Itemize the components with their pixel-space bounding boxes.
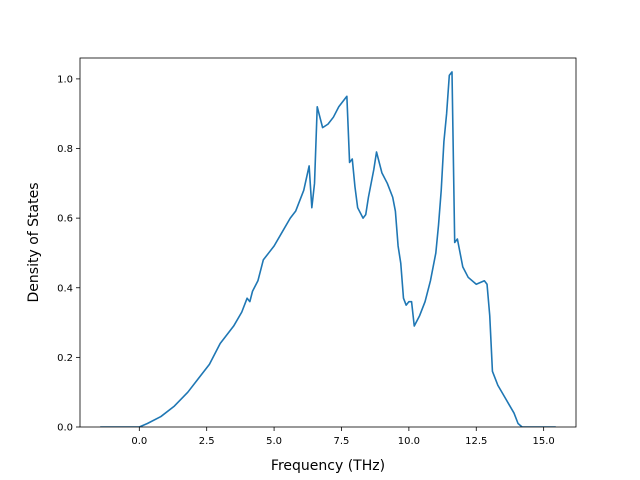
axes-frame <box>79 57 577 428</box>
x-tick-label: 10.0 <box>398 436 420 447</box>
x-axis-label: Frequency (THz) <box>271 458 385 474</box>
y-tick-label: 0.0 <box>57 423 73 434</box>
y-tick-label: 0.2 <box>57 353 73 364</box>
y-tick-label: 0.4 <box>57 283 73 294</box>
y-tick-label: 0.8 <box>57 144 73 155</box>
y-tick-label: 0.6 <box>57 214 73 225</box>
x-tick-label: 12.5 <box>465 436 487 447</box>
x-tick-label: 0.0 <box>131 436 147 447</box>
y-axis-ticks: 0.0 0.2 0.4 0.6 0.8 1.0 <box>57 74 80 434</box>
series-line-0 <box>100 71 556 427</box>
y-axis-label: Density of States <box>26 183 42 303</box>
x-tick-label: 15.0 <box>533 436 555 447</box>
x-tick-label: 5.0 <box>266 436 282 447</box>
x-tick-label: 7.5 <box>334 436 350 447</box>
x-tick-label: 2.5 <box>199 436 215 447</box>
y-tick-label: 1.0 <box>57 74 73 85</box>
plot-area <box>100 71 556 427</box>
x-axis-ticks: 0.0 2.5 5.0 7.5 10.0 12.5 15.0 <box>131 427 555 447</box>
